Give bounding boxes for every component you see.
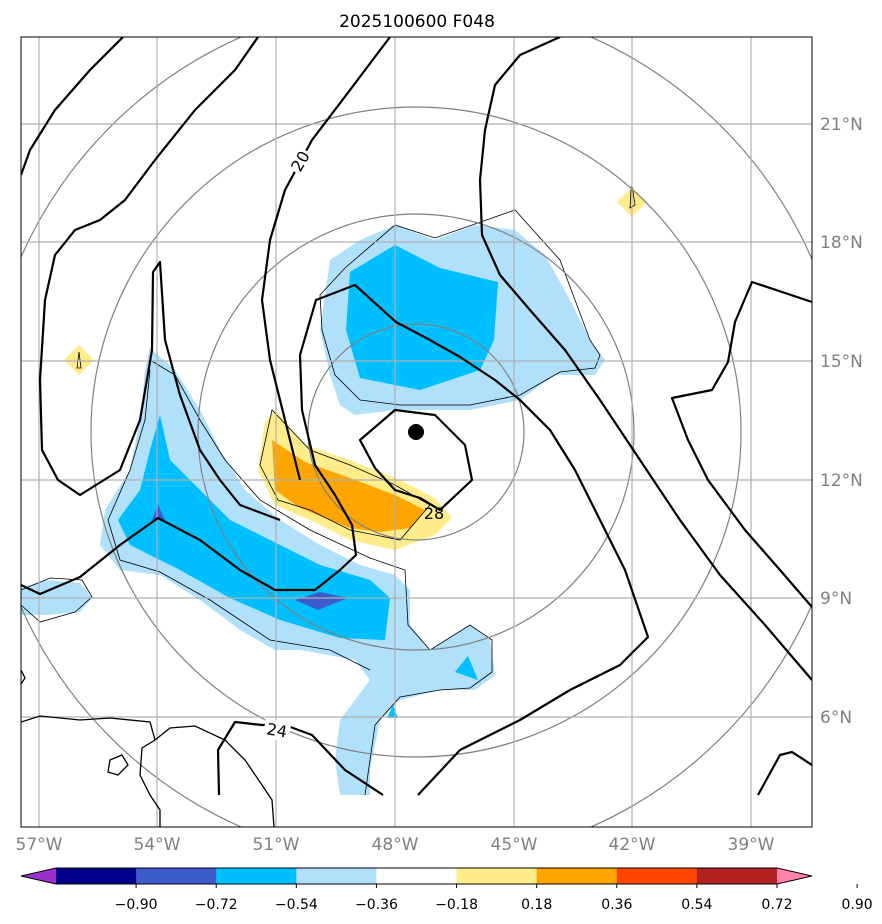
lat-label-15n: 15°N xyxy=(820,352,863,372)
contour-east xyxy=(670,280,812,608)
lat-label-18n: 18°N xyxy=(820,233,863,253)
contour-label-20: 20 xyxy=(287,148,314,175)
colorbar-cell xyxy=(376,868,458,884)
lon-label-42w: 42°W xyxy=(609,835,656,855)
thin-contour-west xyxy=(21,577,93,623)
colorbar-outline xyxy=(20,867,813,885)
colorbar-cell xyxy=(616,868,698,884)
storm-center-marker xyxy=(408,424,424,440)
colorbar-cell xyxy=(216,868,297,884)
map-title: 2025100600 F048 xyxy=(339,12,495,32)
contour-label-28-group: 28 xyxy=(424,504,444,523)
colorbar-tick-label: 0.90 xyxy=(842,897,873,913)
colorbar-cell xyxy=(296,868,377,884)
colorbar-tick-label: −0.36 xyxy=(355,897,398,913)
thick-contours xyxy=(21,37,812,796)
anomaly-fill-blue-south-spot1 xyxy=(455,656,478,680)
lat-label-9n: 9°N xyxy=(820,589,852,609)
longitude-axis-labels: 57°W 54°W 51°W 48°W 45°W 42°W 39°W xyxy=(16,835,775,855)
colorbar-tick-label: −0.90 xyxy=(115,897,158,913)
thin-contour-north xyxy=(319,209,601,406)
latitude-axis-labels: 21°N 18°N 15°N 12°N 9°N 6°N xyxy=(820,115,863,728)
colorbar-tick-label: −0.72 xyxy=(195,897,238,913)
colorbar: −0.90 −0.72 −0.54 −0.36 −0.18 0.18 0.36 0.54 0.7… xyxy=(20,867,873,913)
thin-contour-center xyxy=(259,409,431,541)
contour-24-east xyxy=(478,37,812,681)
contour-28-loop xyxy=(358,408,474,512)
anomaly-fill-orange-center xyxy=(272,440,425,532)
contour-label-20-group: 20 xyxy=(284,145,316,177)
lon-label-57w: 57°W xyxy=(16,835,63,855)
contour-label-24-group: 24 xyxy=(262,717,292,743)
range-ring-3 xyxy=(90,106,742,758)
map-area: 20 24 28 xyxy=(21,37,812,827)
contour-20-northwest xyxy=(21,37,124,176)
colorbar-tick-label: 0.54 xyxy=(681,897,712,913)
contour-label-28: 28 xyxy=(424,504,444,523)
map-frame xyxy=(20,36,813,828)
range-ring-2 xyxy=(197,213,635,651)
colorbar-extend-max xyxy=(777,868,812,884)
lat-label-21n: 21°N xyxy=(820,115,863,135)
lon-label-45w: 45°W xyxy=(491,835,538,855)
contour-20-west xyxy=(38,37,281,522)
contour-20 xyxy=(260,37,391,481)
lon-label-39w: 39°W xyxy=(728,835,775,855)
colorbar-tick-label: −0.18 xyxy=(435,897,478,913)
lat-label-12n: 12°N xyxy=(820,471,863,491)
filled-anomaly-contours xyxy=(21,187,647,795)
colorbar-tick-label: 0.36 xyxy=(601,897,632,913)
lon-label-54w: 54°W xyxy=(134,835,181,855)
lat-label-6n: 6°N xyxy=(820,708,852,728)
colorbar-cell xyxy=(56,868,137,884)
colorbar-tick-label: 0.18 xyxy=(521,897,552,913)
colorbar-cell xyxy=(536,868,618,884)
lon-label-48w: 48°W xyxy=(372,835,419,855)
colorbar-extend-min xyxy=(21,868,56,884)
thin-contour-southwest xyxy=(149,359,493,796)
coastline xyxy=(21,669,275,827)
lon-label-51w: 51°W xyxy=(253,835,300,855)
colorbar-tick-label: 0.72 xyxy=(761,897,792,913)
contour-southeast xyxy=(757,750,812,796)
contour-label-24: 24 xyxy=(265,719,288,741)
gridlines xyxy=(21,37,812,827)
contour-24-loop xyxy=(21,283,650,796)
coastline-west-edge xyxy=(21,669,26,685)
thin-contour-southwest-lower xyxy=(107,369,371,671)
thin-contour-west-diamond xyxy=(76,351,82,369)
colorbar-cell xyxy=(456,868,538,884)
thin-anomaly-contours xyxy=(21,184,636,796)
colorbar-cell xyxy=(136,868,217,884)
anomaly-fill-deep-blue-spot1 xyxy=(295,592,348,610)
anomaly-fill-deep-blue-spot2 xyxy=(152,505,165,520)
colorbar-tick-label: −0.54 xyxy=(275,897,318,913)
coastline-island xyxy=(107,754,129,776)
anomaly-fill-blue-north xyxy=(346,245,498,390)
colorbar-cell xyxy=(696,868,778,884)
anomaly-fill-yellow-diamond-west xyxy=(64,345,94,375)
coastline-south-america xyxy=(21,715,275,827)
